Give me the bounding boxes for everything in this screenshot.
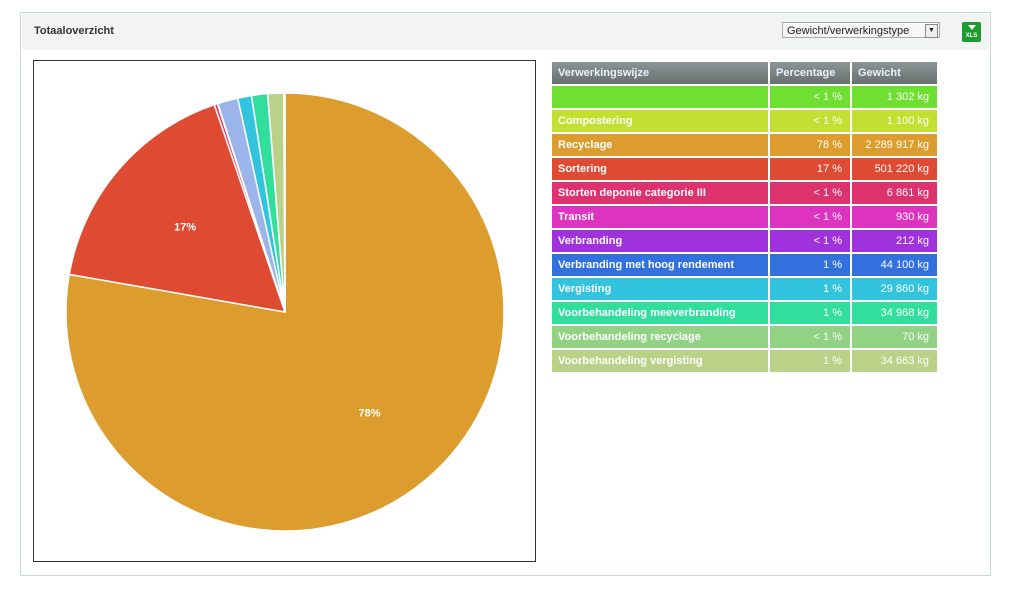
percentage-cell: 78 %: [770, 134, 850, 156]
table-row: Voorbehandeling recyclage < 1 % 70 kg: [552, 326, 937, 348]
weight-cell: 930 kg: [852, 206, 937, 228]
table-row: Sortering 17 % 501 220 kg: [552, 158, 937, 180]
percentage-cell: 1 %: [770, 350, 850, 372]
view-select-value: Gewicht/verwerkingstype: [787, 25, 910, 37]
percentage-cell: < 1 %: [770, 230, 850, 252]
col-header-weight: Gewicht: [852, 62, 937, 84]
method-cell: Transit: [552, 206, 768, 228]
pie-data-label: 17%: [174, 222, 196, 234]
weight-cell: 29 860 kg: [852, 278, 937, 300]
method-cell: Vergisting: [552, 278, 768, 300]
xls-export-icon[interactable]: XLS: [962, 22, 981, 42]
pie-data-label: 78%: [359, 408, 381, 420]
weight-cell: 6 861 kg: [852, 182, 937, 204]
method-cell: Voorbehandeling meeverbranding: [552, 302, 768, 324]
percentage-cell: < 1 %: [770, 206, 850, 228]
percentage-cell: < 1 %: [770, 86, 850, 108]
table-row: Verbranding met hoog rendement 1 % 44 100 …: [552, 254, 937, 276]
weight-cell: 34 663 kg: [852, 350, 937, 372]
table-row: Vergisting 1 % 29 860 kg: [552, 278, 937, 300]
table-row: Compostering < 1 % 1 100 kg: [552, 110, 937, 132]
weight-cell: 501 220 kg: [852, 158, 937, 180]
weight-cell: 2 289 917 kg: [852, 134, 937, 156]
weight-cell: 34 968 kg: [852, 302, 937, 324]
percentage-cell: 1 %: [770, 278, 850, 300]
panel-title: Totaaloverzicht: [34, 25, 114, 37]
table-row: < 1 % 1 302 kg: [552, 86, 937, 108]
panel-header: Totaaloverzicht Gewicht/verwerkingstype ▼…: [22, 14, 989, 50]
method-cell: Storten deponie categorie III: [552, 182, 768, 204]
method-cell: Verbranding: [552, 230, 768, 252]
col-header-percentage: Percentage: [770, 62, 850, 84]
method-cell: Voorbehandeling recyclage: [552, 326, 768, 348]
table-row: Recyclage 78 % 2 289 917 kg: [552, 134, 937, 156]
method-cell: Verbranding met hoog rendement: [552, 254, 768, 276]
view-select[interactable]: Gewicht/verwerkingstype ▼: [782, 22, 940, 38]
percentage-cell: 1 %: [770, 254, 850, 276]
method-cell: Voorbehandeling vergisting: [552, 350, 768, 372]
percentage-cell: < 1 %: [770, 110, 850, 132]
table-row: Transit < 1 % 930 kg: [552, 206, 937, 228]
pie-slice[interactable]: [68, 103, 287, 313]
table-row: Voorbehandeling meeverbranding 1 % 34 968 …: [552, 302, 937, 324]
table-row: Storten deponie categorie III < 1 % 6 861 …: [552, 182, 937, 204]
col-header-method: Verwerkingswijze: [552, 62, 768, 84]
percentage-cell: < 1 %: [770, 326, 850, 348]
overview-panel: Totaaloverzicht Gewicht/verwerkingstype ▼…: [20, 12, 991, 576]
method-cell: Sortering: [552, 158, 768, 180]
percentage-cell: 17 %: [770, 158, 850, 180]
method-cell: [552, 86, 768, 108]
weight-cell: 44 100 kg: [852, 254, 937, 276]
weight-cell: 1 302 kg: [852, 86, 937, 108]
weight-cell: 212 kg: [852, 230, 937, 252]
weight-cell: 1 100 kg: [852, 110, 937, 132]
percentage-cell: < 1 %: [770, 182, 850, 204]
pie-chart: 78% 17%: [33, 60, 536, 562]
method-cell: Recyclage: [552, 134, 768, 156]
chevron-down-icon: ▼: [925, 24, 938, 38]
xls-export-label: XLS: [965, 33, 978, 39]
percentage-cell: 1 %: [770, 302, 850, 324]
data-table: Verwerkingswijze Percentage Gewicht < 1 …: [550, 60, 939, 374]
table-row: Voorbehandeling vergisting 1 % 34 663 kg: [552, 350, 937, 372]
method-cell: Compostering: [552, 110, 768, 132]
pie-slice[interactable]: [283, 92, 286, 313]
table-row: Verbranding < 1 % 212 kg: [552, 230, 937, 252]
weight-cell: 70 kg: [852, 326, 937, 348]
